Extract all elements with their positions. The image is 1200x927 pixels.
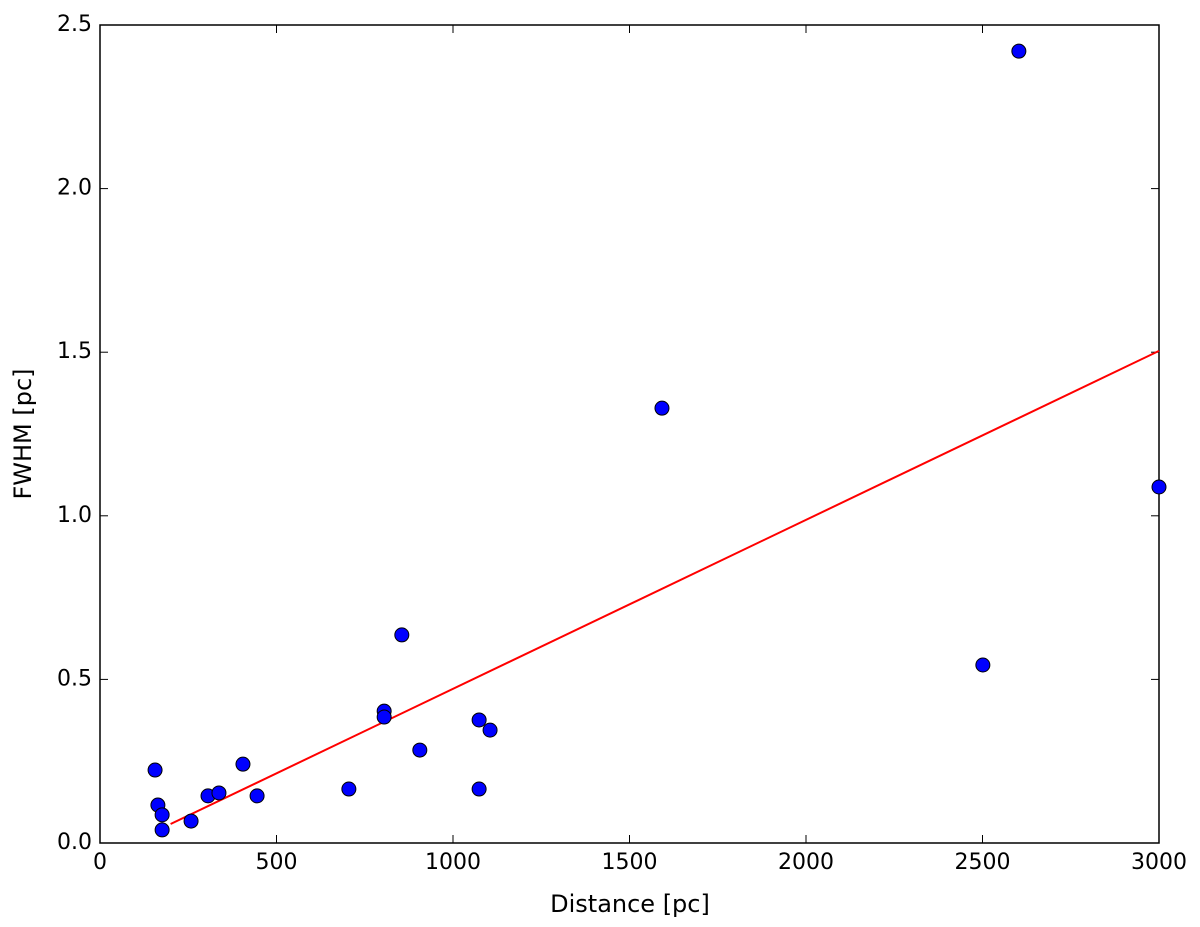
fit-line [170,349,1160,825]
point [376,709,392,725]
x-tick-label: 2000 [778,850,834,875]
x-tick-label: 2500 [955,850,1011,875]
point [235,756,251,772]
point [394,627,410,643]
y-tick-label: 0.5 [57,666,92,691]
point [211,785,227,801]
y-tick-label: 0.0 [57,830,92,855]
x-tick-label: 0 [93,850,107,875]
point [412,742,428,758]
x-tick-label: 3000 [1131,850,1187,875]
point [154,822,170,838]
point [471,781,487,797]
point [183,813,199,829]
point [147,762,163,778]
point [471,712,487,728]
y-tick-label: 1.5 [57,339,92,364]
plot-frame [99,24,1160,844]
x-tick-label: 1000 [425,850,481,875]
x-tick-label: 500 [256,850,298,875]
point [482,722,498,738]
y-tick-label: 1.0 [57,503,92,528]
x-tick-label: 1500 [602,850,658,875]
point [1011,43,1027,59]
y-tick-label: 2.5 [57,12,92,37]
point [154,807,170,823]
point [975,657,991,673]
point [1151,479,1167,495]
point [249,788,265,804]
point [341,781,357,797]
y-axis-title: FWHM [pc] [9,368,37,499]
x-axis-title: Distance [pc] [550,890,710,918]
y-tick-label: 2.0 [57,176,92,201]
point [654,400,670,416]
